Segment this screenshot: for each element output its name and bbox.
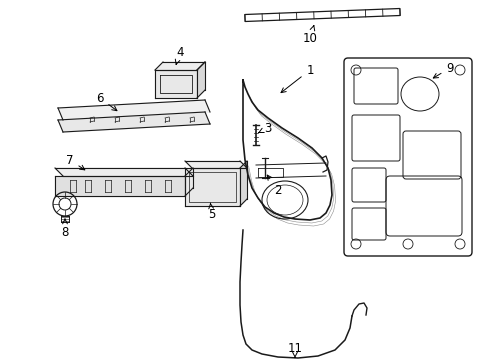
Polygon shape [155, 70, 197, 98]
Polygon shape [55, 176, 184, 196]
Polygon shape [55, 168, 193, 176]
Polygon shape [197, 62, 204, 98]
Polygon shape [240, 161, 246, 206]
Polygon shape [58, 112, 209, 132]
Polygon shape [184, 168, 240, 206]
Text: 6: 6 [96, 91, 117, 111]
Polygon shape [58, 100, 209, 120]
Text: 10: 10 [302, 26, 317, 45]
Text: 3: 3 [258, 122, 271, 135]
Text: 1: 1 [281, 63, 313, 93]
Text: 8: 8 [61, 219, 68, 238]
Text: 11: 11 [287, 342, 302, 357]
Text: 7: 7 [66, 153, 84, 170]
Text: 2: 2 [267, 175, 281, 197]
Text: 5: 5 [208, 203, 215, 221]
Text: 4: 4 [175, 45, 183, 64]
Polygon shape [184, 161, 246, 168]
Text: 9: 9 [432, 62, 453, 78]
Polygon shape [155, 62, 204, 70]
Polygon shape [184, 168, 193, 196]
